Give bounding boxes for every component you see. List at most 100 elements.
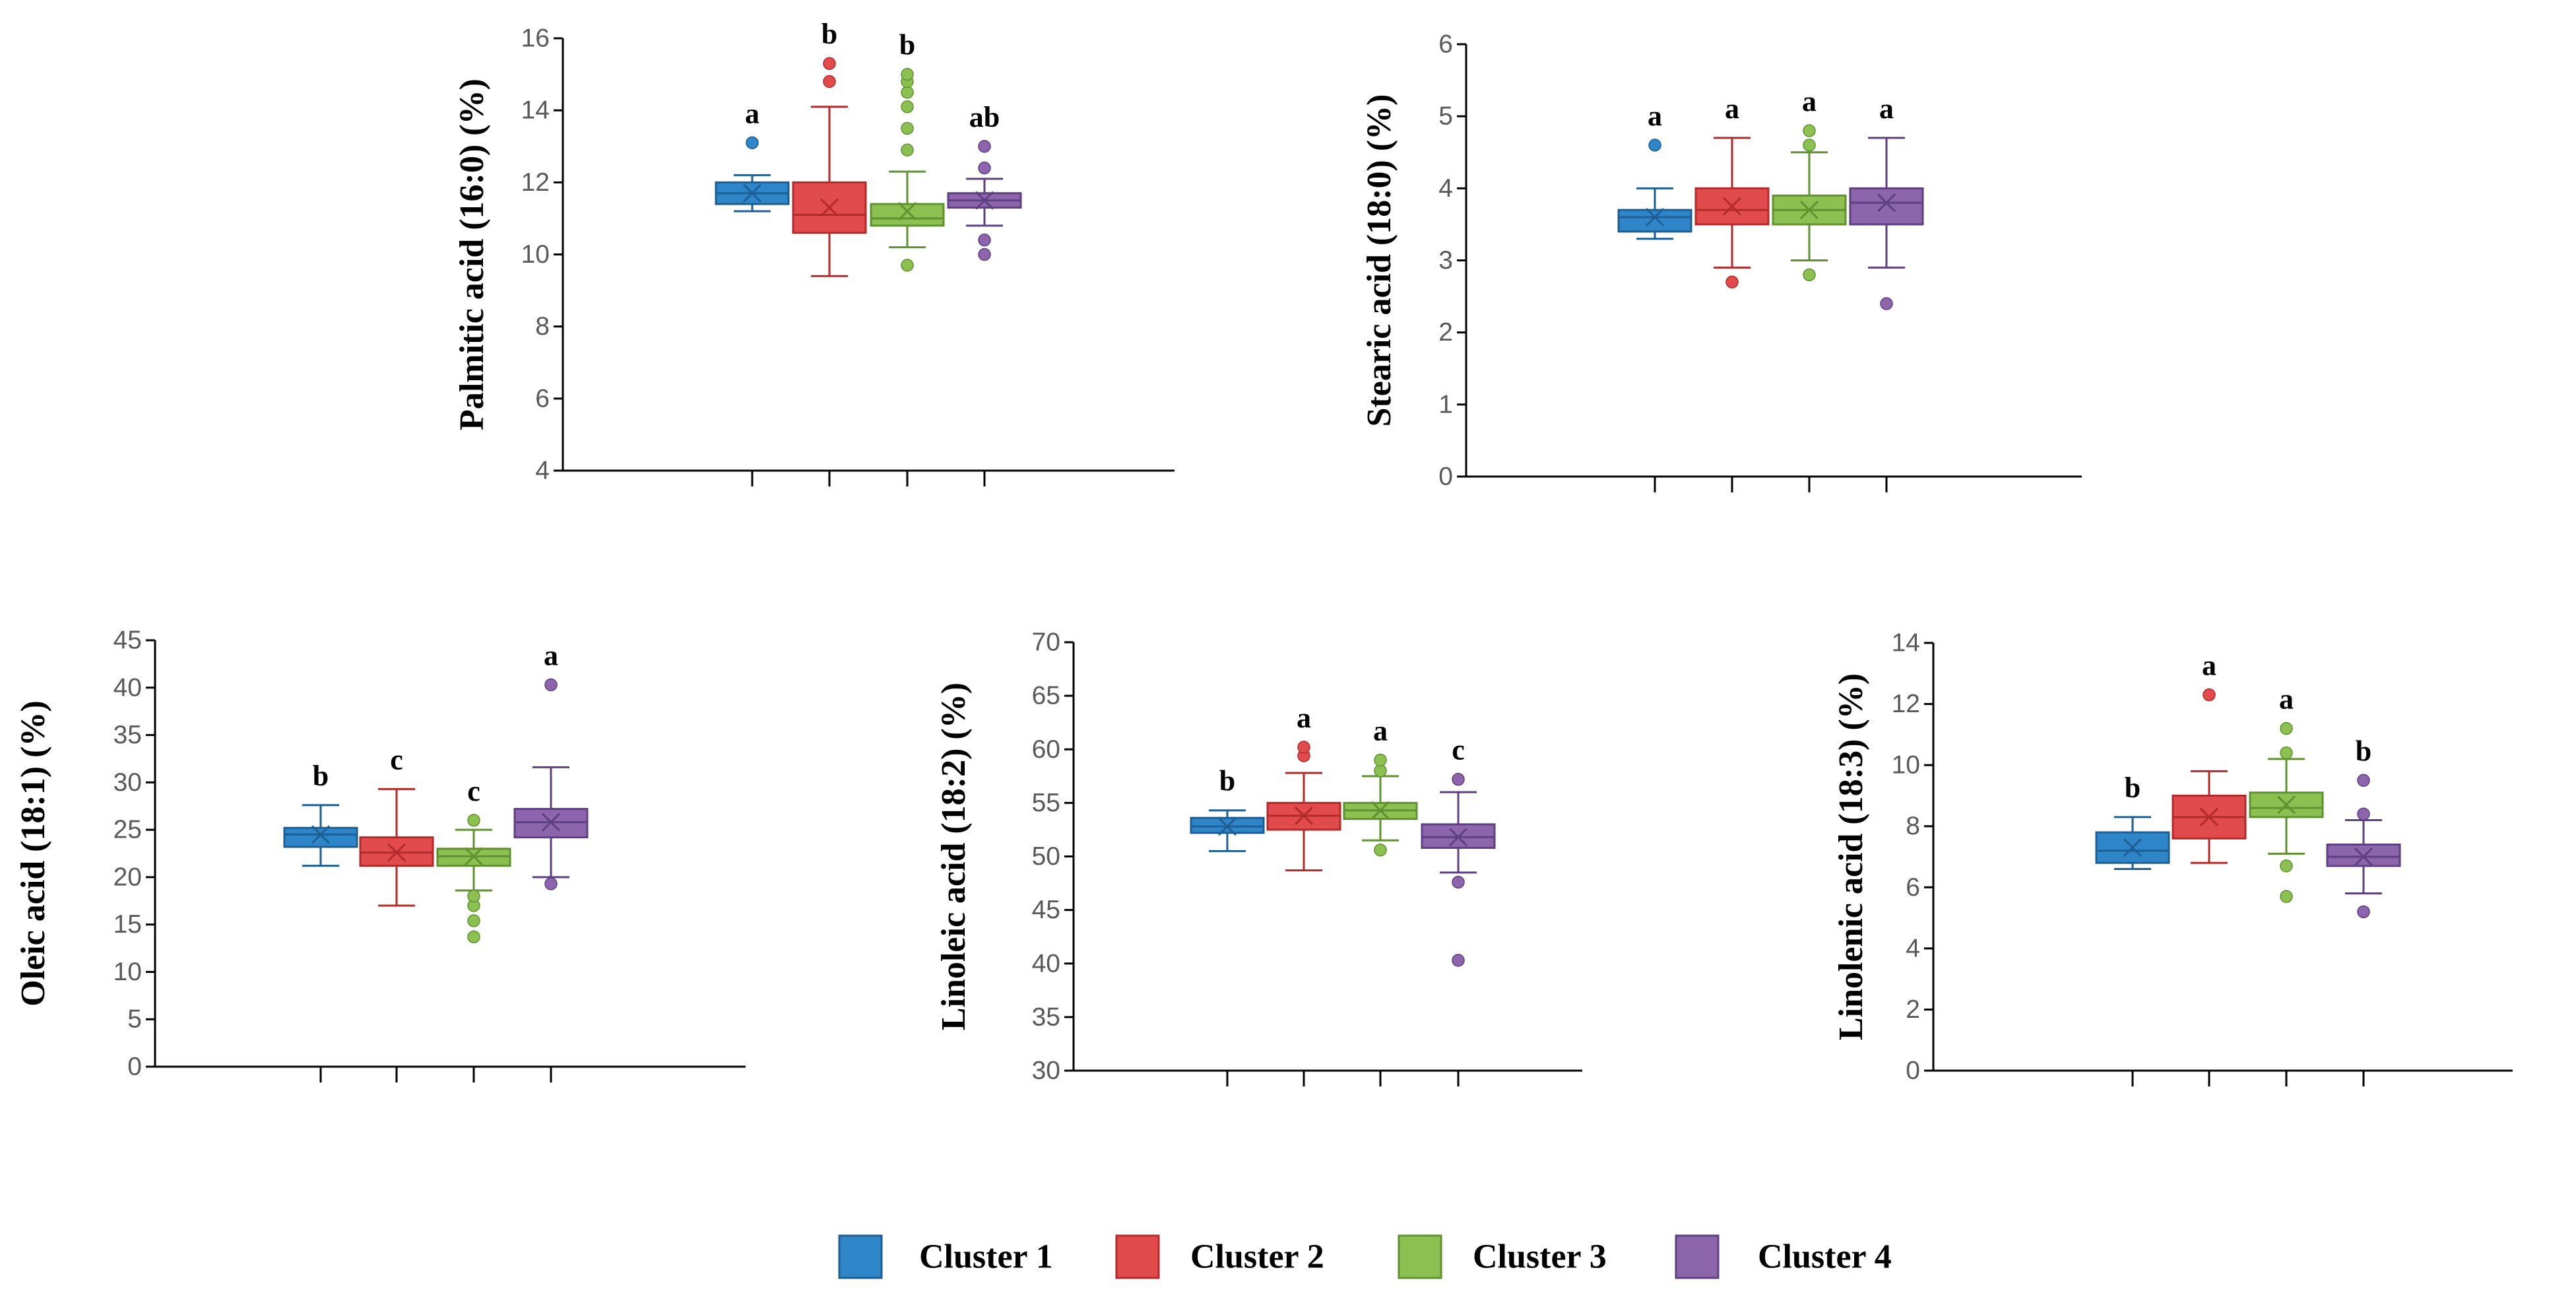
y-tick-label: 16: [521, 24, 550, 53]
outlier-point: [901, 121, 914, 135]
box-cluster-4: c: [1421, 734, 1496, 1086]
significance-letter: b: [821, 18, 837, 50]
box-cluster-3: a: [2249, 683, 2324, 1086]
y-tick-label: 14: [521, 96, 550, 125]
y-tick-label: 65: [1032, 682, 1060, 710]
y-tick-label: 5: [127, 1005, 142, 1034]
outlier-point: [544, 877, 558, 890]
legend-swatch: [1115, 1234, 1160, 1279]
box-cluster-2: a: [1266, 702, 1341, 1086]
box-cluster-2: a: [2172, 650, 2247, 1086]
mean-marker: [1448, 828, 1468, 847]
y-tick-label: 6: [535, 384, 550, 413]
outlier-point: [1374, 764, 1387, 778]
y-tick-label: 14: [1892, 629, 1920, 657]
y-tick-label: 4: [1906, 934, 1920, 962]
outlier-point: [467, 914, 480, 927]
outlier-point: [823, 57, 836, 70]
mean-marker: [2123, 838, 2142, 857]
significance-letter: a: [1648, 100, 1662, 132]
legend-item-cluster-1: Cluster 1: [838, 1234, 1053, 1279]
box-iqr: [1849, 187, 1924, 226]
box-cluster-2: a: [1694, 92, 1770, 492]
significance-letter: b: [2356, 735, 2371, 767]
outlier-point: [901, 259, 914, 272]
box-cluster-2: c: [359, 743, 434, 1083]
y-tick-label: 12: [521, 168, 550, 197]
outlier-point: [1648, 139, 1661, 152]
y-axis-label: Palmitic acid (16:0) (%): [453, 79, 491, 430]
box-iqr: [2326, 843, 2401, 867]
mean-marker: [742, 183, 762, 203]
y-tick-label: 0: [127, 1053, 142, 1081]
mean-marker: [2199, 807, 2219, 826]
box-iqr: [870, 203, 945, 227]
y-axis-label: Linoleic acid (18:2) (%): [935, 683, 973, 1030]
chart-linolenic: Linolenic acid (18:3) (%) 0 2 4 6 8 10 12 14 b a a b: [1832, 629, 2513, 1086]
box-iqr: [792, 181, 867, 234]
significance-letter: b: [1219, 765, 1235, 797]
y-tick-label: 40: [1032, 949, 1060, 978]
legend-item-cluster-2: Cluster 2: [1115, 1234, 1324, 1279]
mean-marker: [1877, 193, 1896, 213]
y-tick-label: 35: [113, 721, 142, 749]
significance-letter: c: [467, 775, 480, 807]
legend: Cluster 1 Cluster 2 Cluster 3 Cluster 4: [838, 1234, 1892, 1279]
outlier-point: [823, 75, 836, 88]
y-tick-label: 4: [1438, 174, 1453, 203]
outlier-point: [2280, 721, 2293, 735]
box-cluster-3: b: [870, 29, 945, 486]
box-cluster-1: b: [1190, 765, 1265, 1086]
legend-label: Cluster 3: [1473, 1238, 1607, 1276]
y-axis-label: Oleic acid (18:1) (%): [15, 700, 52, 1007]
outlier-point: [2203, 688, 2216, 702]
y-axis-label: Stearic acid (18:0) (%): [1361, 94, 1398, 427]
outlier-point: [2280, 890, 2293, 903]
mean-marker: [1370, 801, 1390, 820]
mean-marker: [1722, 197, 1742, 216]
y-tick-label: 1: [1438, 390, 1453, 418]
legend-label: Cluster 2: [1190, 1238, 1324, 1276]
outlier-point: [1374, 753, 1387, 767]
outlier-point: [1374, 844, 1387, 857]
mean-marker: [1217, 817, 1237, 836]
y-tick-label: 45: [1032, 896, 1060, 924]
mean-marker: [464, 847, 484, 866]
y-tick-label: 60: [1032, 735, 1060, 764]
chart-stearic: Stearic acid (18:0) (%) 0 1 2 3 4 5 6 a a a a: [1361, 30, 2082, 492]
legend-label: Cluster 4: [1758, 1238, 1892, 1276]
y-tick-label: 70: [1032, 628, 1060, 657]
outlier-point: [1297, 741, 1310, 754]
significance-letter: ab: [969, 101, 1000, 133]
legend-item-cluster-3: Cluster 3: [1398, 1234, 1607, 1279]
y-tick-label: 10: [521, 240, 550, 269]
significance-letter: c: [1452, 734, 1465, 766]
mean-marker: [897, 201, 917, 221]
significance-letter: a: [2279, 683, 2294, 716]
mean-marker: [541, 813, 561, 832]
outlier-point: [467, 889, 480, 903]
box-cluster-1: a: [1617, 100, 1692, 492]
outlier-point: [1452, 954, 1465, 967]
legend-swatch: [1675, 1234, 1720, 1279]
y-tick-label: 12: [1892, 690, 1920, 718]
significance-letter: a: [1297, 702, 1311, 734]
outlier-point: [2280, 859, 2293, 873]
y-tick-label: 2: [1906, 995, 1920, 1024]
outlier-point: [2357, 905, 2370, 919]
mean-marker: [311, 825, 331, 844]
y-tick-label: 10: [1892, 751, 1920, 780]
mean-marker: [387, 843, 406, 862]
y-tick-label: 8: [535, 312, 550, 341]
outlier-point: [2280, 746, 2293, 760]
legend-swatch: [838, 1234, 883, 1279]
outlier-point: [1803, 139, 1816, 152]
outlier-point: [978, 140, 991, 153]
outlier-point: [901, 67, 914, 81]
legend-swatch: [1398, 1234, 1442, 1279]
significance-letter: b: [2125, 772, 2141, 804]
mean-marker: [820, 198, 839, 217]
box-cluster-1: b: [283, 760, 358, 1083]
